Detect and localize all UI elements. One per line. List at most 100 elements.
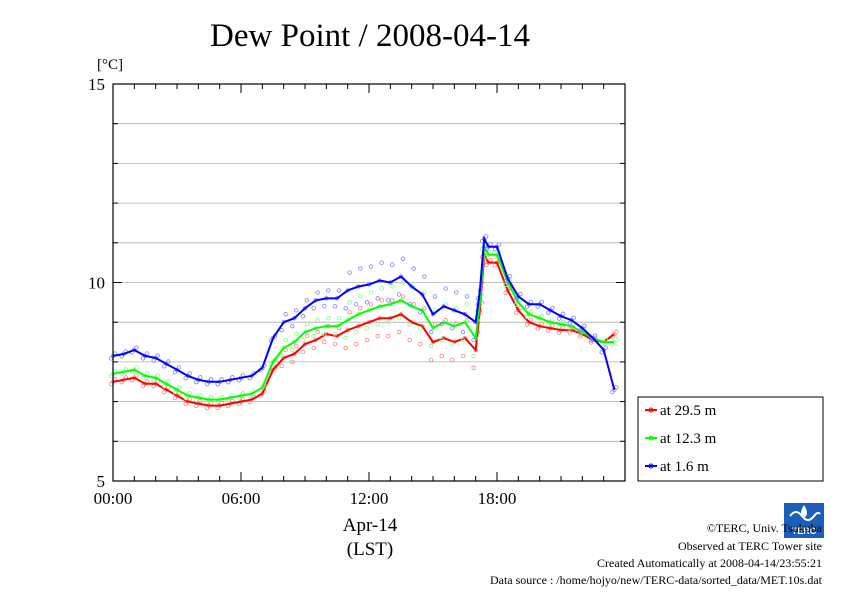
credit-source: Data source : /home/hojyo/new/TERC-data/… [490,573,823,587]
data-point [311,333,316,339]
data-point [471,353,476,359]
data-point [418,310,423,315]
x-tick-label: 00:00 [94,489,133,508]
data-point [428,357,434,363]
x-axis-label: Apr-14 [343,515,398,536]
data-point [108,381,114,387]
data-point [302,306,308,311]
data-point [375,321,380,327]
data-point [140,375,146,381]
legend-marker [648,407,654,413]
data-point [364,300,370,305]
data-point [315,318,320,323]
data-point [450,341,455,347]
data-point [450,325,455,331]
data-point [215,381,220,387]
data-point [599,350,604,355]
data-point [315,329,320,335]
data-point [300,349,306,355]
x-tick-label: 12:00 [350,489,389,508]
data-point [151,377,156,383]
data-point [439,321,444,327]
data-point [603,345,608,350]
data-point [368,290,374,295]
data-point [496,242,502,247]
data-point [162,389,167,395]
y-tick-label: 15 [88,75,105,94]
data-point [290,359,295,365]
legend-label: at 1.6 m [660,459,709,475]
data-point [322,304,327,309]
data-point [343,306,348,311]
data-point [358,266,363,271]
data-point [556,330,562,335]
data-point [332,331,338,337]
data-point [614,329,619,334]
data-point [172,389,178,395]
credit-copyright: ©TERC, Univ. Tsukuba [707,521,823,535]
data-point [484,234,489,239]
data-point [460,329,466,335]
data-point [407,302,412,307]
data-point [556,324,562,329]
data-point [524,314,530,319]
data-point [155,373,160,378]
data-point [422,274,427,279]
data-point [432,294,438,299]
x-tick-label: 06:00 [222,489,261,508]
legend-label: at 29.5 m [660,403,717,419]
data-point [140,356,146,361]
data-point [528,317,534,323]
data-point [492,246,498,252]
data-point [347,310,352,315]
data-point [279,363,284,369]
data-point [411,266,416,271]
series-1 [108,242,619,405]
data-point [386,298,391,303]
data-point [332,341,338,347]
data-point [134,345,139,350]
data-point [450,357,455,363]
data-point [368,264,374,269]
data-point [358,294,363,299]
credit-created: Created Automatically at 2008-04-14/23:5… [597,556,822,570]
data-point [155,353,160,358]
data-point [396,316,402,321]
data-point [535,326,540,331]
data-point [460,353,466,359]
data-point [418,325,423,331]
series-layer [108,234,619,411]
data-point [614,337,619,342]
data-point [610,389,615,395]
data-point [176,365,182,370]
data-point [546,310,551,315]
data-point [556,316,562,321]
data-point [379,286,384,291]
data-point [279,353,284,359]
data-point [390,262,395,267]
data-point [172,395,178,401]
data-point [332,304,338,309]
data-point [283,337,288,343]
data-point [354,341,359,347]
data-point [354,302,359,307]
y-axis-unit: [°C] [97,57,123,73]
data-point [326,316,331,321]
data-point [151,383,156,389]
data-point [514,310,519,315]
data-point [443,286,448,291]
data-point [614,385,619,390]
data-point [428,343,434,349]
data-point [187,371,192,376]
data-point [343,345,348,351]
legend-marker [648,435,654,441]
data-point [535,304,540,309]
series-line [112,235,616,390]
credit-site: Observed at TERC Tower site [678,539,822,553]
legend-label: at 12.3 m [660,431,717,447]
data-point [390,284,395,289]
data-point [428,329,434,335]
axis-ticks: 5 10 15 00:00 06:00 12:00 18:00 [88,75,626,508]
data-point [300,337,306,343]
